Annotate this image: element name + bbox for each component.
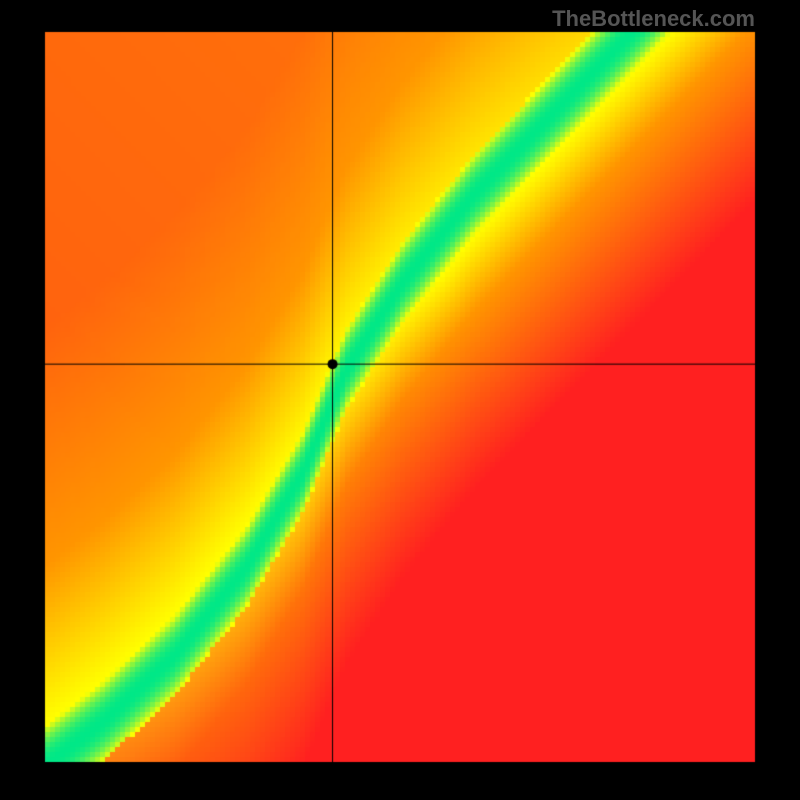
watermark-text: TheBottleneck.com: [552, 6, 755, 32]
bottleneck-heatmap: [0, 0, 800, 800]
chart-container: TheBottleneck.com: [0, 0, 800, 800]
